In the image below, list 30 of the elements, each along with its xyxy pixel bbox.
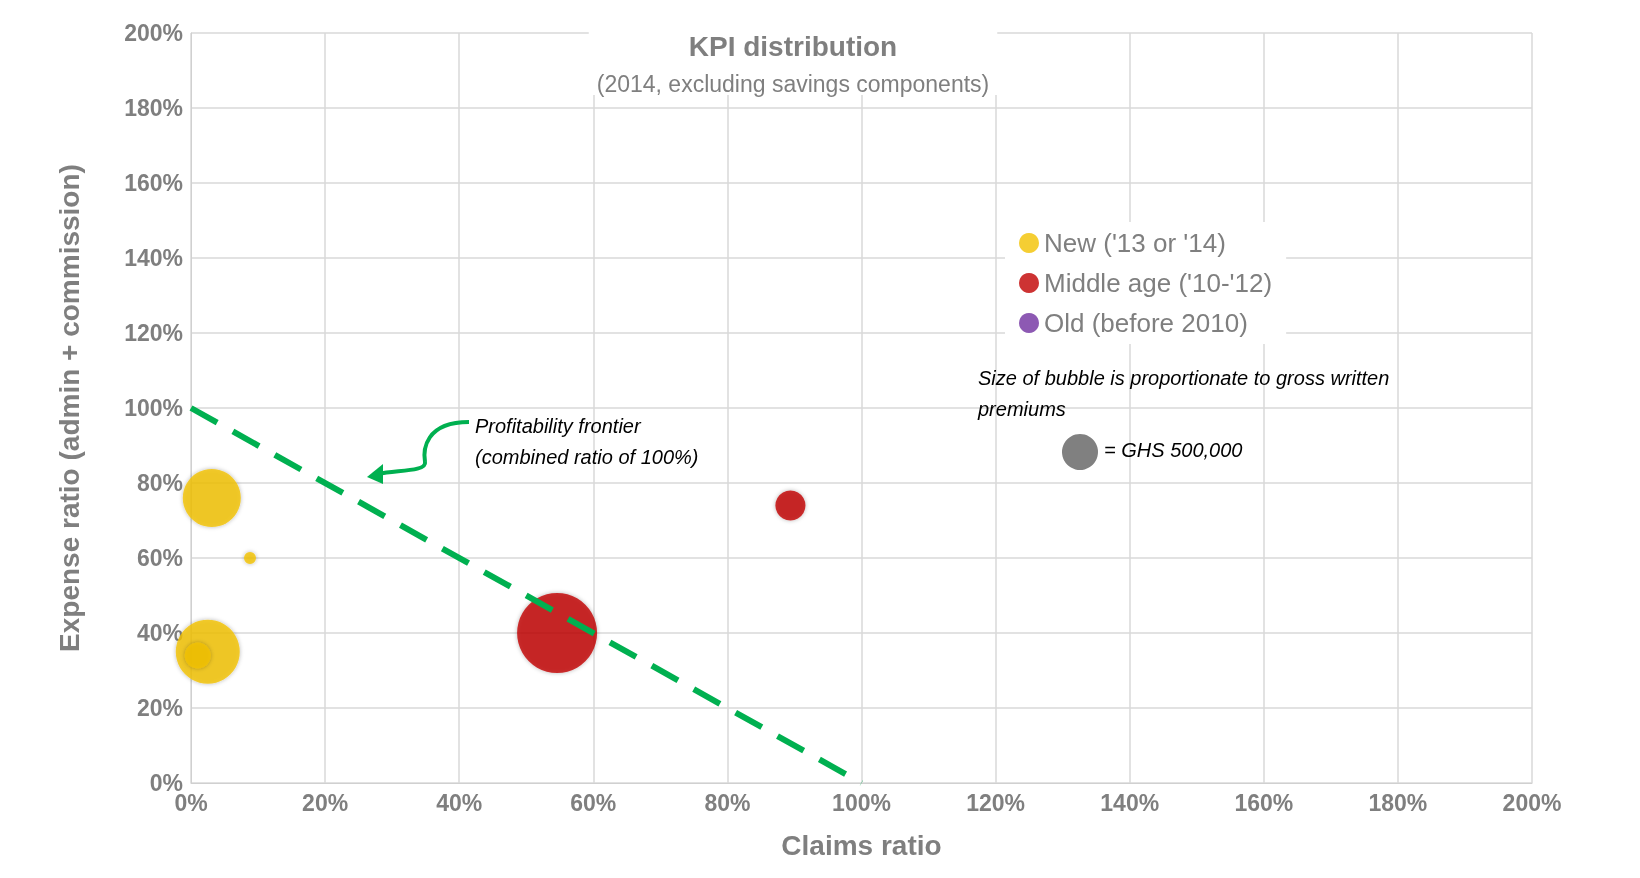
y-tick-label: 40% — [136, 620, 183, 646]
y-tick-label: 140% — [124, 245, 183, 271]
x-tick-label: 80% — [704, 789, 751, 816]
y-tick-label: 160% — [124, 170, 183, 196]
chart-title: KPI distribution — [688, 30, 898, 62]
legend-label: New ('13 or '14) — [1044, 228, 1226, 258]
legend-label: = GHS 500,000 — [1104, 439, 1243, 461]
x-tick-label: 20% — [302, 789, 349, 816]
y-tick-label: 200% — [124, 20, 183, 46]
annotation: Size of bubble is proportionate to gross written premiums — [977, 366, 1395, 420]
y-tick-label: 180% — [124, 95, 183, 121]
x-tick-label: 100% — [832, 789, 891, 816]
x-tick-label: 200% — [1502, 789, 1562, 816]
y-axis-title: Expense ratio (admin + commission) — [53, 164, 85, 652]
x-tick-label: 120% — [966, 789, 1026, 816]
annotation: Profitability frontier (combined ratio of 100%) — [475, 414, 699, 468]
y-tick-label: 80% — [136, 470, 183, 496]
x-tick-label: 160% — [1234, 789, 1294, 816]
y-tick-label: 60% — [136, 545, 183, 571]
text: (2014, excluding savings components) — [596, 70, 990, 97]
legend-label: Middle age ('10-'12) — [1044, 268, 1273, 298]
legend-label: Old (before 2010) — [1044, 308, 1248, 338]
x-tick-label: 180% — [1368, 789, 1428, 816]
y-tick-label: 20% — [136, 695, 183, 721]
x-tick-label: 60% — [570, 789, 617, 816]
y-tick-label: 100% — [124, 395, 183, 421]
x-tick-label: 40% — [436, 789, 483, 816]
x-axis-title: Claims ratio — [781, 829, 942, 861]
x-tick-label: 140% — [1100, 789, 1160, 816]
y-tick-label: 120% — [124, 320, 183, 346]
